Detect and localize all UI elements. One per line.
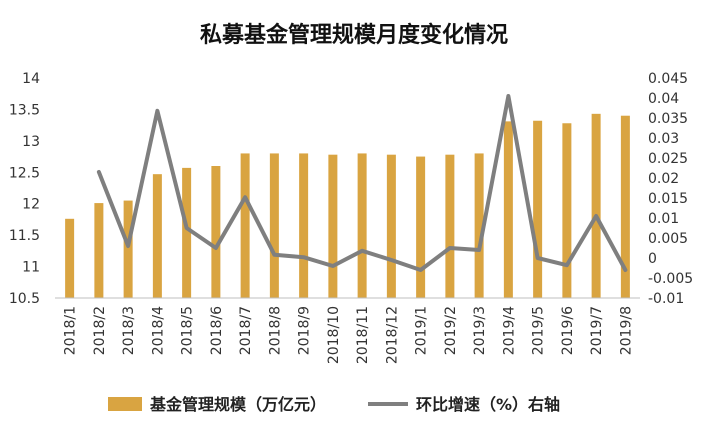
- right-y-tick-label: 0: [648, 251, 657, 267]
- x-tick-label: 2018/8: [267, 306, 283, 355]
- x-tick-label: 2019/2: [443, 306, 459, 355]
- bar-2018-1: [65, 218, 75, 298]
- x-tick-label: 2018/3: [121, 306, 137, 355]
- x-tick-label: 2018/4: [150, 306, 166, 355]
- bar-2019-4: [503, 121, 513, 298]
- legend-swatch-bar: [108, 397, 142, 411]
- x-tick-labels: 2018/1 2018/2 2018/3 2018/4 2018/5 2018/6 2018…: [63, 306, 635, 364]
- x-tick-label: 2018/11: [355, 306, 371, 364]
- bar-2019-3: [474, 153, 484, 298]
- bar-2018-4: [152, 174, 162, 298]
- right-y-tick-label: 0.04: [648, 91, 679, 107]
- left-y-tick-label: 13.5: [9, 102, 40, 118]
- bar-2019-6: [562, 123, 572, 298]
- left-y-tick-label: 14: [22, 71, 40, 87]
- left-y-tick-label: 11: [22, 260, 40, 276]
- x-tick-label: 2018/6: [209, 306, 225, 355]
- legend-label-bar: 基金管理规模（万亿元）: [149, 395, 326, 414]
- chart-title: 私募基金管理规模月度变化情况: [200, 22, 508, 48]
- x-tick-label: 2019/6: [560, 306, 576, 355]
- bar-2018-12: [386, 154, 396, 298]
- bars-layer: [65, 113, 630, 298]
- bar-2018-7: [240, 153, 250, 298]
- x-tick-label: 2019/5: [531, 306, 547, 355]
- x-tick-label: 2018/12: [384, 306, 400, 364]
- right-y-tick-labels: -0.01 -0.005 0 0.005 0.01 0.015 0.02 0.025 0.03 0…: [648, 71, 693, 307]
- bar-2018-11: [357, 153, 367, 298]
- x-tick-label: 2019/1: [414, 306, 430, 355]
- x-tick-label: 2018/9: [297, 306, 313, 355]
- left-y-tick-label: 12.5: [9, 165, 40, 181]
- right-y-tick-label: 0.035: [648, 111, 688, 127]
- left-y-tick-labels: 10.5 11 11.5 12 12.5 13 13.5 14: [9, 71, 40, 307]
- right-y-tick-label: 0.03: [648, 131, 679, 147]
- left-y-tick-label: 11.5: [9, 228, 40, 244]
- bar-2018-6: [211, 166, 221, 298]
- bar-2019-2: [445, 154, 455, 298]
- right-y-tick-label: -0.005: [648, 271, 693, 287]
- left-y-tick-label: 13: [22, 134, 40, 150]
- x-tick-label: 2018/1: [63, 306, 79, 355]
- x-tick-label: 2019/4: [501, 306, 517, 355]
- bar-2019-7: [591, 113, 601, 298]
- right-y-tick-label: 0.01: [648, 211, 679, 227]
- x-tick-label: 2018/10: [326, 306, 342, 364]
- x-tick-label: 2019/3: [472, 306, 488, 355]
- bar-2018-3: [123, 200, 133, 298]
- left-y-tick-label: 12: [22, 197, 40, 213]
- x-tick-label: 2019/8: [618, 306, 634, 355]
- bar-2018-2: [94, 203, 104, 298]
- x-tick-label: 2019/7: [589, 306, 605, 355]
- legend-label-line: 环比增速（%）右轴: [416, 395, 560, 414]
- right-y-tick-label: 0.02: [648, 171, 679, 187]
- x-tick-label: 2018/2: [92, 306, 108, 355]
- right-y-tick-label: -0.01: [648, 291, 684, 307]
- bar-2019-1: [416, 156, 426, 298]
- legend: 基金管理规模（万亿元） 环比增速（%）右轴: [108, 395, 560, 414]
- bar-2018-5: [182, 167, 192, 298]
- bar-2018-9: [299, 153, 309, 298]
- bar-2018-10: [328, 154, 338, 298]
- x-tick-label: 2018/5: [180, 306, 196, 355]
- left-y-tick-label: 10.5: [9, 291, 40, 307]
- bar-2019-5: [533, 120, 543, 298]
- right-y-tick-label: 0.005: [648, 231, 688, 247]
- x-tick-label: 2018/7: [238, 306, 254, 355]
- bar-2018-8: [269, 153, 279, 298]
- line-layer: [96, 94, 628, 272]
- bar-2019-8: [620, 115, 630, 298]
- right-y-tick-label: 0.015: [648, 191, 688, 207]
- growth-line: [96, 94, 628, 272]
- right-y-tick-label: 0.025: [648, 151, 688, 167]
- right-y-tick-label: 0.045: [648, 71, 688, 87]
